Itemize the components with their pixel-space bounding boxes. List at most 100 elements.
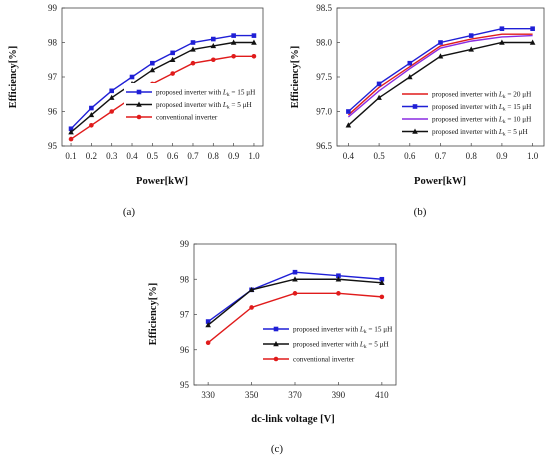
chart-b-series-0: [347, 33, 533, 116]
chart-b-data-point: [345, 122, 352, 128]
chart-c-legend-label: conventional inverter: [293, 356, 355, 364]
chart-a-ytick-label: 99: [48, 3, 58, 13]
chart-c-legend-box: [261, 320, 395, 380]
legend-value: = 5 μH: [506, 128, 528, 136]
chart-c-legend-label: proposed inverter with Lk = 15 μH: [293, 326, 392, 336]
chart-a-series-line: [70, 55, 254, 140]
legend-symbol: L: [359, 341, 364, 349]
chart-a-legend-box: [124, 83, 261, 119]
chart-b-legend-marker: [412, 104, 418, 109]
chart-c: 95 96 97 98 99 330 350 370 390 410 proposed inve…: [148, 239, 397, 455]
legend-value: = 15 μH: [230, 89, 256, 97]
legend-text: conventional inverter: [293, 356, 355, 364]
chart-b-legend-label: proposed inverter with Lk = 20 μH: [432, 91, 531, 101]
chart-a-data-point: [251, 33, 257, 38]
chart-a-data-point: [230, 39, 237, 45]
legend-symbol: L: [222, 101, 227, 109]
chart-a-data-point: [190, 40, 196, 45]
chart-a-legend-item: proposed inverter with Lk = 15 μH: [126, 89, 255, 99]
chart-b-series-3: [345, 39, 536, 128]
chart-b-ytick-label: 97.0: [316, 107, 332, 117]
chart-a-ytick-label: 96: [48, 107, 58, 117]
chart-a-xtick-label: 0.9: [228, 151, 240, 161]
chart-b-data-point: [376, 81, 382, 87]
chart-c-data-point: [335, 276, 342, 282]
chart-a-data-point: [211, 57, 216, 63]
chart-a-xtick-label: 0.7: [187, 151, 199, 161]
chart-a-data-point: [190, 60, 196, 66]
chart-b-data-point: [376, 94, 382, 100]
chart-c-ytick-label: 97: [180, 310, 190, 320]
legend-value: = 20 μH: [506, 91, 532, 99]
chart-a-legend-label: proposed inverter with Lk = 15 μH: [156, 89, 255, 99]
chart-a-data-point: [231, 33, 236, 38]
chart-a-xtick-label: 0.6: [167, 151, 179, 161]
legend-value: = 15 μH: [506, 103, 532, 111]
chart-b-data-point: [530, 26, 535, 31]
chart-a-data-point: [68, 129, 74, 135]
chart-b-xtick-label: 0.6: [404, 151, 416, 161]
chart-b-series-1: [346, 26, 535, 114]
chart-b-data-point: [438, 40, 443, 45]
chart-a-data-point: [108, 94, 115, 100]
chart-b-xtick-label: 0.4: [343, 151, 355, 161]
chart-a-data-point: [88, 111, 95, 118]
chart-a-data-point: [211, 36, 216, 42]
chart-c-data-point: [248, 286, 255, 293]
chart-a-data-point: [231, 54, 236, 59]
chart-b-xlabel: Power[kW]: [414, 176, 466, 187]
chart-a-series-1: [68, 39, 257, 135]
chart-a-legend-marker: [136, 101, 142, 107]
chart-a-series-line: [70, 41, 254, 133]
chart-b-data-point: [406, 74, 413, 80]
chart-a-legend-label: conventional inverter: [156, 114, 218, 122]
chart-b-data-point: [499, 26, 505, 31]
chart-a-data-point: [251, 39, 257, 45]
legend-text: proposed inverter with: [293, 326, 360, 334]
chart-c-legend-marker: [273, 356, 279, 362]
chart-a-ytick-label: 97: [48, 72, 58, 82]
chart-c-ytick-label: 96: [180, 345, 190, 355]
chart-c-xlabel: dc-link voltage [V]: [251, 414, 334, 425]
legend-text: proposed inverter with: [432, 128, 499, 136]
legend-symbol: L: [222, 89, 227, 97]
chart-c-xtick-label: 350: [245, 390, 259, 400]
legend-subscript: k: [364, 329, 367, 335]
chart-b-ytick-label: 98.5: [316, 3, 332, 13]
chart-a-data-point: [170, 50, 175, 56]
chart-b-legend-label: proposed inverter with Lk = 5 μH: [432, 128, 528, 138]
chart-c-data-point: [336, 273, 341, 279]
chart-b-legend-label: proposed inverter with Lk = 15 μH: [432, 103, 531, 113]
chart-a-data-point: [129, 74, 135, 80]
chart-a-data-point: [150, 60, 155, 66]
chart-c-data-point: [292, 276, 298, 282]
chart-b-legend-marker: [412, 128, 418, 134]
chart-a-data-point: [251, 54, 257, 59]
legend-symbol: L: [498, 128, 503, 136]
legend-text: proposed inverter with: [156, 89, 223, 97]
chart-c-caption: (c): [271, 443, 284, 455]
chart-b: 96.5 97.0 97.5 98.0 98.5 0.4 0.5 0.6 0.7 0.8 0.9 1…: [290, 3, 545, 218]
chart-b-data-point: [529, 39, 536, 45]
chart-a-data-point: [68, 126, 74, 132]
chart-c-series-2: [205, 291, 385, 346]
legend-subscript: k: [503, 94, 506, 100]
chart-b-data-point: [468, 33, 474, 38]
chart-a-ytick-label: 95: [48, 141, 58, 151]
legend-symbol: L: [498, 103, 503, 111]
legend-text: proposed inverter with: [432, 91, 499, 99]
legend-value: = 15 μH: [367, 326, 393, 334]
chart-a-legend-marker: [136, 114, 142, 120]
chart-c-data-point: [379, 279, 385, 285]
chart-a-data-point: [109, 88, 114, 94]
chart-c-legend-marker: [273, 341, 279, 347]
chart-c-ytick-label: 99: [180, 239, 190, 249]
chart-c-ylabel: Efficiency[%]: [148, 283, 159, 345]
legend-value: = 10 μH: [506, 116, 532, 124]
chart-a-data-point: [169, 56, 176, 62]
chart-a-xtick-label: 0.1: [65, 151, 76, 161]
chart-c-data-point: [379, 294, 385, 300]
chart-a-data-point: [190, 46, 196, 52]
chart-b-ytick-label: 96.5: [316, 141, 332, 151]
